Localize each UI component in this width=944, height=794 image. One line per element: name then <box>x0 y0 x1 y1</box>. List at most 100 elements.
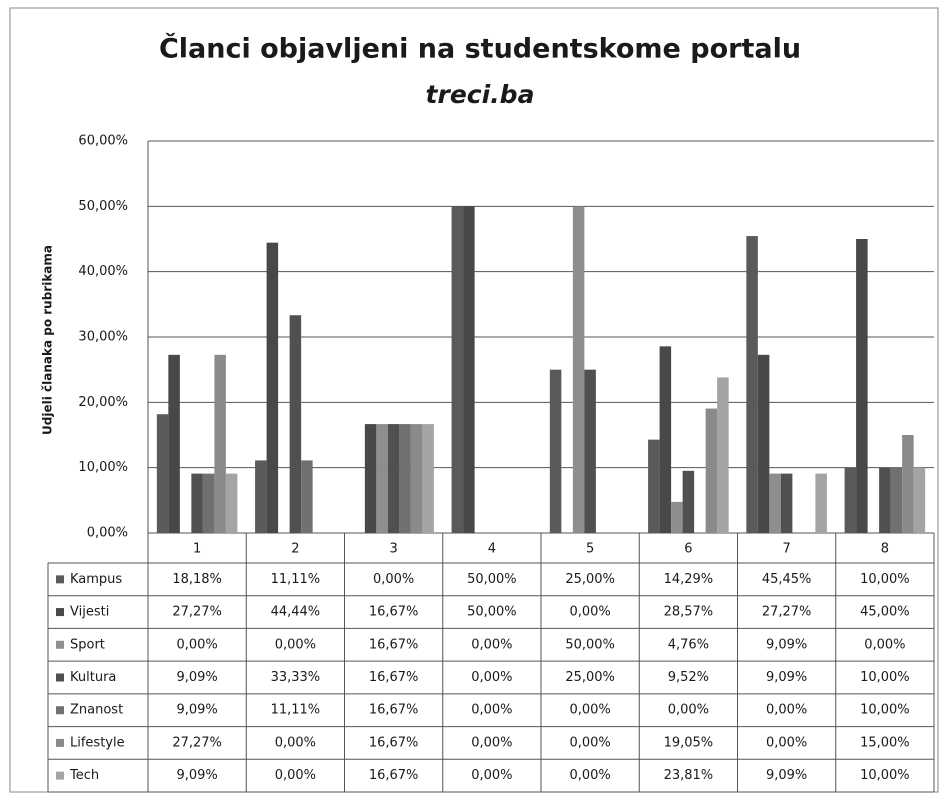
bar <box>757 354 770 533</box>
bar <box>584 369 596 533</box>
bar <box>572 206 585 534</box>
bar <box>549 369 562 533</box>
bar <box>671 501 683 533</box>
legend-label: Kampus <box>70 572 122 587</box>
y-tick-label: 40,00% <box>78 264 128 279</box>
table-cell: 0,00% <box>864 637 905 652</box>
table-cell: 9,09% <box>766 670 807 685</box>
bar <box>890 467 903 533</box>
table-cell: 0,00% <box>275 637 316 652</box>
table-cell: 16,67% <box>369 768 419 783</box>
table-cell: 16,67% <box>369 735 419 750</box>
table-cell: 25,00% <box>565 572 615 587</box>
table-cell: 45,45% <box>762 572 812 587</box>
table-cell: 0,00% <box>275 768 316 783</box>
y-tick-label: 30,00% <box>78 330 128 345</box>
legend-marker <box>56 575 64 584</box>
table-cell: 0,00% <box>569 605 610 620</box>
bar <box>902 435 914 533</box>
bar <box>225 473 238 533</box>
legend-marker <box>56 706 64 715</box>
table-cell: 0,00% <box>569 735 610 750</box>
bar <box>451 206 464 534</box>
bar <box>266 242 279 533</box>
bar <box>202 473 215 533</box>
bar <box>769 473 781 533</box>
table-cell: 0,00% <box>569 768 610 783</box>
table-cell: 9,09% <box>176 703 217 718</box>
bar <box>463 206 475 534</box>
x-tick-label: 8 <box>881 542 889 557</box>
legend-label: Sport <box>70 637 105 652</box>
legend-label: Lifestyle <box>70 735 125 750</box>
table-cell: 16,67% <box>369 605 419 620</box>
table-cell: 50,00% <box>467 572 517 587</box>
bar <box>648 439 660 533</box>
table-cell: 0,00% <box>471 735 512 750</box>
bar <box>780 473 793 533</box>
legend-label: Tech <box>69 768 99 783</box>
bar <box>705 408 718 533</box>
y-tick-label: 60,00% <box>78 134 128 149</box>
bar <box>815 473 827 533</box>
table-cell: 9,09% <box>766 637 807 652</box>
chart-title: Članci objavljeni na studentskome portal… <box>159 33 801 65</box>
legend-label: Znanost <box>70 703 123 718</box>
x-tick-label: 5 <box>586 542 594 557</box>
table-cell: 23,81% <box>664 768 714 783</box>
bar <box>255 460 267 533</box>
bar <box>717 377 729 533</box>
table-cell: 9,09% <box>766 768 807 783</box>
legend-marker <box>56 771 64 780</box>
table-cell: 0,00% <box>373 572 414 587</box>
bar <box>746 236 758 533</box>
y-tick-label: 50,00% <box>78 199 128 214</box>
table-cell: 0,00% <box>471 670 512 685</box>
bar <box>301 460 313 533</box>
legend-label: Vijesti <box>70 605 109 620</box>
bar <box>422 424 434 533</box>
bar <box>682 470 695 533</box>
bar <box>387 424 400 533</box>
bar <box>289 315 302 533</box>
table-cell: 27,27% <box>172 605 222 620</box>
bar <box>191 473 203 533</box>
x-tick-label: 2 <box>291 542 299 557</box>
bar <box>879 467 891 533</box>
legend-marker <box>56 738 64 747</box>
x-tick-label: 6 <box>684 542 692 557</box>
table-cell: 9,52% <box>668 670 709 685</box>
table-cell: 25,00% <box>565 670 615 685</box>
legend-marker <box>56 673 64 682</box>
bar <box>856 239 868 533</box>
x-tick-label: 4 <box>488 542 496 557</box>
table-cell: 19,05% <box>664 735 714 750</box>
bar <box>168 354 180 533</box>
legend-label: Kultura <box>70 670 116 685</box>
table-cell: 0,00% <box>766 735 807 750</box>
table-cell: 18,18% <box>172 572 222 587</box>
table-cell: 0,00% <box>668 703 709 718</box>
bar <box>844 467 857 533</box>
table-cell: 0,00% <box>471 637 512 652</box>
table-cell: 11,11% <box>271 572 321 587</box>
table-cell: 27,27% <box>762 605 812 620</box>
table-cell: 16,67% <box>369 670 419 685</box>
bar <box>214 354 226 533</box>
bar <box>659 346 672 533</box>
table-cell: 28,57% <box>664 605 714 620</box>
legend-marker <box>56 608 64 617</box>
table-cell: 0,00% <box>275 735 316 750</box>
table-cell: 0,00% <box>569 703 610 718</box>
y-tick-label: 10,00% <box>78 460 128 475</box>
bar <box>156 414 169 533</box>
table-cell: 16,67% <box>369 637 419 652</box>
table-cell: 45,00% <box>860 605 910 620</box>
x-tick-label: 7 <box>782 542 790 557</box>
table-cell: 0,00% <box>176 637 217 652</box>
table-cell: 50,00% <box>565 637 615 652</box>
table-cell: 0,00% <box>766 703 807 718</box>
table-cell: 15,00% <box>860 735 910 750</box>
table-cell: 33,33% <box>271 670 321 685</box>
